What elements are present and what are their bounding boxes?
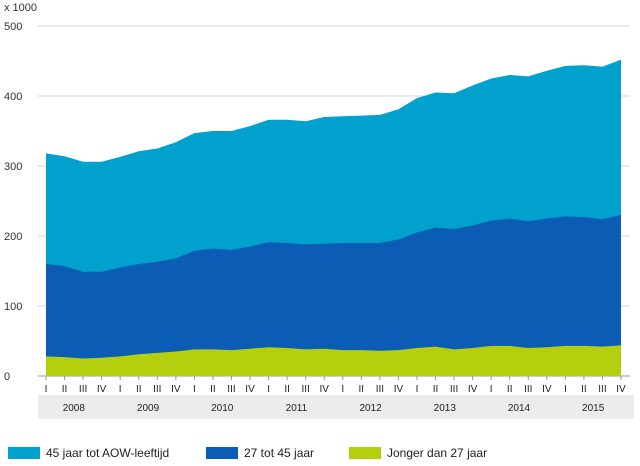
quarter-label: I: [45, 384, 48, 395]
legend-swatch: [8, 447, 40, 459]
quarter-label: II: [507, 384, 513, 395]
year-label: 2012: [359, 403, 382, 414]
quarter-label: IV: [542, 384, 552, 395]
x-axis-band: [38, 395, 634, 419]
quarter-label: IV: [171, 384, 181, 395]
quarter-label: II: [62, 384, 68, 395]
quarter-label: IV: [245, 384, 255, 395]
area-1: [46, 215, 621, 376]
y-tick-label: 100: [4, 301, 22, 313]
legend-swatch: [206, 447, 238, 459]
quarter-label: I: [267, 384, 270, 395]
legend-label: Jonger dan 27 jaar: [387, 446, 488, 460]
area-series: [46, 59, 621, 376]
y-unit-label: x 1000: [4, 2, 37, 14]
year-label: 2014: [508, 403, 531, 414]
quarter-label: II: [359, 384, 365, 395]
quarter-label: I: [564, 384, 567, 395]
quarter-label: II: [284, 384, 290, 395]
quarter-label: III: [450, 384, 458, 395]
y-tick-label: 300: [4, 161, 22, 173]
quarter-label: IV: [97, 384, 107, 395]
legend-swatch: [349, 447, 381, 459]
y-tick-label: 400: [4, 91, 22, 103]
quarter-label: II: [433, 384, 439, 395]
legend-label: 45 jaar tot AOW-leeftijd: [46, 446, 170, 460]
year-label: 2015: [582, 403, 605, 414]
quarter-label: IV: [468, 384, 478, 395]
legend-label: 27 tot 45 jaar: [244, 446, 315, 460]
quarter-label: I: [119, 384, 122, 395]
legend: 45 jaar tot AOW-leeftijd 27 tot 45 jaar …: [8, 444, 638, 462]
quarter-label: III: [153, 384, 161, 395]
year-label: 2008: [63, 403, 86, 414]
quarter-label: III: [79, 384, 87, 395]
year-label: 2013: [434, 403, 457, 414]
y-tick-label: 500: [4, 21, 22, 33]
quarter-label: IV: [394, 384, 404, 395]
year-label: 2009: [137, 403, 160, 414]
quarter-label: I: [490, 384, 493, 395]
year-label: 2010: [211, 403, 234, 414]
quarter-label: I: [193, 384, 196, 395]
quarter-label: II: [581, 384, 587, 395]
legend-item-45-aow: 45 jaar tot AOW-leeftijd: [8, 446, 206, 460]
quarter-label: II: [210, 384, 216, 395]
quarter-label: III: [598, 384, 606, 395]
quarter-label: III: [302, 384, 310, 395]
quarter-label: IV: [319, 384, 329, 395]
y-axis: 0 100 200 300 400 500: [4, 21, 22, 383]
quarter-label: I: [341, 384, 344, 395]
legend-item-under-27: Jonger dan 27 jaar: [349, 446, 487, 460]
quarter-label: III: [227, 384, 235, 395]
quarter-label: I: [416, 384, 419, 395]
y-tick-label: 0: [4, 371, 10, 383]
y-tick-label: 200: [4, 231, 22, 243]
quarter-label: II: [136, 384, 142, 395]
year-label: 2011: [286, 403, 308, 414]
legend-item-27-45: 27 tot 45 jaar: [206, 446, 349, 460]
quarter-label: III: [376, 384, 384, 395]
area-0: [46, 345, 621, 376]
x-axis: I II III IV I II III IV I II III IV I II III IV I II III IV…: [45, 376, 626, 414]
quarter-label: IV: [616, 384, 626, 395]
quarter-label: III: [524, 384, 532, 395]
